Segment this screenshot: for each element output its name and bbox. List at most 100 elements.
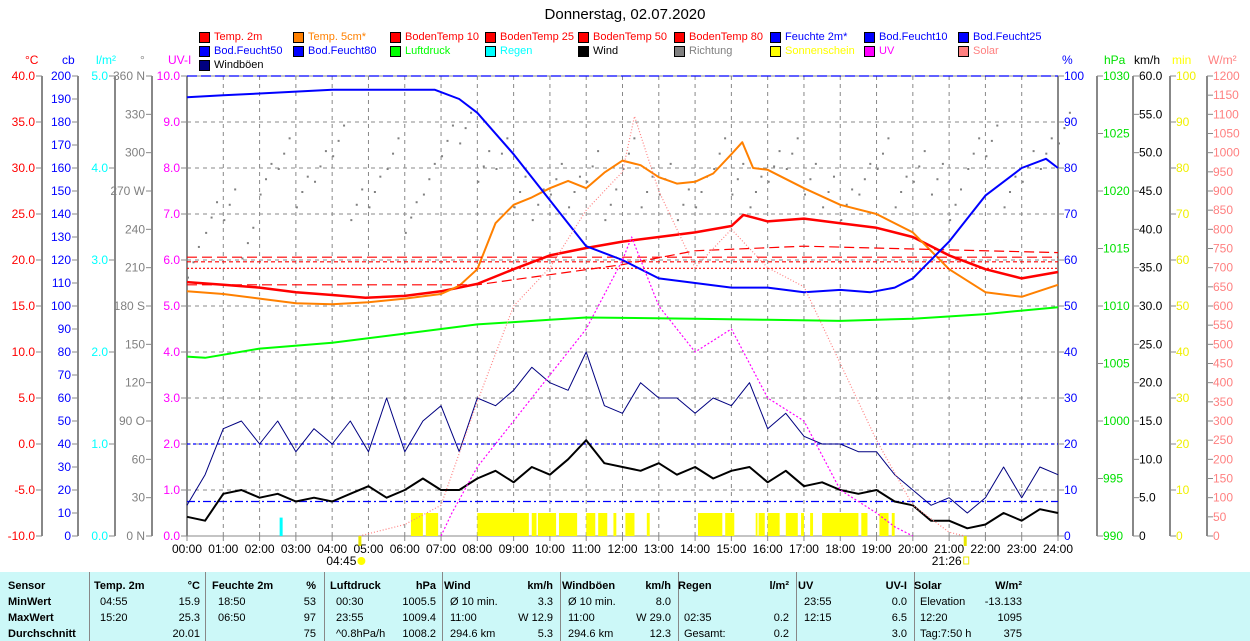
direction-point <box>283 152 286 155</box>
axis-tick-label: 20 <box>1064 437 1078 451</box>
table-cell: 1009.4 <box>402 612 436 624</box>
table-header-cell: Solar <box>914 580 942 592</box>
legend-item: Luftdruck <box>390 45 450 57</box>
legend-label: Bod.Feucht25 <box>973 31 1042 43</box>
direction-point <box>1039 168 1042 170</box>
direction-point <box>687 188 690 191</box>
direction-point <box>622 168 625 170</box>
table-cell: 06:50 <box>218 612 246 624</box>
legend-label: Wind <box>593 45 619 57</box>
table-header-unit: W/m² <box>995 580 1022 592</box>
axis-tick-label: 0.0 <box>163 529 180 543</box>
direction-point <box>822 206 825 209</box>
direction-point <box>658 193 661 196</box>
sunshine-bar <box>537 513 557 536</box>
axis-tick-label: 240 <box>125 222 145 236</box>
direction-point <box>773 165 776 168</box>
direction-point <box>736 178 739 181</box>
direction-point <box>337 139 340 142</box>
legend-label: Sonnenschein <box>785 45 855 57</box>
direction-point <box>1021 180 1024 183</box>
direction-point <box>985 155 988 158</box>
direction-point <box>990 139 993 142</box>
direction-point <box>814 162 817 165</box>
table-cell: W 29.0 <box>636 612 671 624</box>
direction-point <box>288 137 291 140</box>
chart-title: Donnerstag, 02.07.2020 <box>544 6 706 23</box>
direction-point <box>495 168 498 170</box>
weather-chart: °C 40.0 35.0 30.0 25.0 20.0 15.0 10.0 5.0 0.0 -5.0… <box>8 53 1240 568</box>
sunshine-bar <box>477 513 529 536</box>
direction-point <box>803 193 806 196</box>
table-header-cell: Regen <box>678 580 712 592</box>
direction-point <box>343 124 346 127</box>
legend-label: Bod.Feucht10 <box>879 31 948 43</box>
direction-point <box>1050 137 1053 140</box>
axis-tick-label: 160 <box>51 161 71 175</box>
direction-point <box>1032 150 1035 153</box>
series-temp-5cm- <box>186 141 1059 306</box>
direction-point <box>422 193 425 196</box>
direction-point <box>936 178 939 181</box>
axis-tick-label: 100 <box>1213 491 1233 505</box>
direction-point <box>332 155 335 158</box>
direction-point <box>560 162 563 165</box>
sunshine-bar <box>425 513 439 536</box>
x-tick-label: 09:00 <box>499 542 529 556</box>
axis-tick-label: 300 <box>1213 414 1233 428</box>
x-tick-label: 08:00 <box>462 542 492 556</box>
axis-tick-label: 50 <box>1213 510 1227 524</box>
legend-swatch <box>485 45 496 57</box>
direction-point <box>1009 191 1012 193</box>
sunshine-bar <box>767 513 780 536</box>
table-cell: 23:55 <box>804 596 832 608</box>
axis-tick-label: 25.0 <box>12 207 36 221</box>
direction-point <box>246 242 249 245</box>
direction-point <box>410 216 413 219</box>
table-cell: Tag:7:50 h <box>920 628 972 640</box>
direction-point <box>967 168 970 170</box>
table-header-unit: UV-I <box>885 580 907 592</box>
axis-tick-label: 300 <box>125 146 145 160</box>
direction-point <box>978 137 981 140</box>
direction-point <box>1014 175 1017 178</box>
table-cell: 1095 <box>997 612 1022 624</box>
direction-point <box>319 165 322 168</box>
axis-tick-label: 0 N <box>126 529 145 543</box>
axis-tick-label: 100 <box>1176 69 1196 83</box>
legend-label: Feuchte 2m* <box>785 31 848 43</box>
direction-point <box>749 206 752 209</box>
direction-point <box>295 206 298 209</box>
direction-point <box>724 137 727 140</box>
series-feuchte-2m- <box>186 88 1059 294</box>
legend-swatch <box>674 31 685 43</box>
direction-point <box>488 150 491 153</box>
sunshine-bar <box>755 513 758 536</box>
direction-point <box>446 139 449 142</box>
x-tick-label: 22:00 <box>970 542 1000 556</box>
direction-point <box>651 175 654 178</box>
legend-label: Bod.Feucht50 <box>214 45 283 57</box>
legend-swatch <box>578 31 589 43</box>
x-tick-label: 19:00 <box>862 542 892 556</box>
legend-item: Bod.Feucht80 <box>293 45 377 57</box>
direction-point <box>542 188 545 191</box>
table-cell: 0.0 <box>891 596 907 608</box>
x-tick-label: 05:00 <box>353 542 383 556</box>
direction-point <box>355 203 358 206</box>
axis-tick-label: 1010 <box>1103 299 1130 313</box>
table-divider <box>205 572 206 641</box>
direction-point <box>324 150 327 153</box>
direction-point <box>482 165 485 168</box>
axis-tick-label: 650 <box>1213 280 1233 294</box>
axis-tick-label: 50 <box>1064 299 1078 313</box>
table-header-cell: Sensor <box>8 580 46 592</box>
direction-point <box>941 162 944 165</box>
sunshine-bar <box>646 513 650 536</box>
axis-tick-label: 20 <box>58 483 72 497</box>
series-luftdruck <box>186 306 1059 359</box>
axis-tick-label: 10 <box>1064 483 1078 497</box>
legend-swatch <box>958 45 969 57</box>
axis-tick-label: 4.0 <box>91 161 108 175</box>
series-uv <box>440 236 914 537</box>
